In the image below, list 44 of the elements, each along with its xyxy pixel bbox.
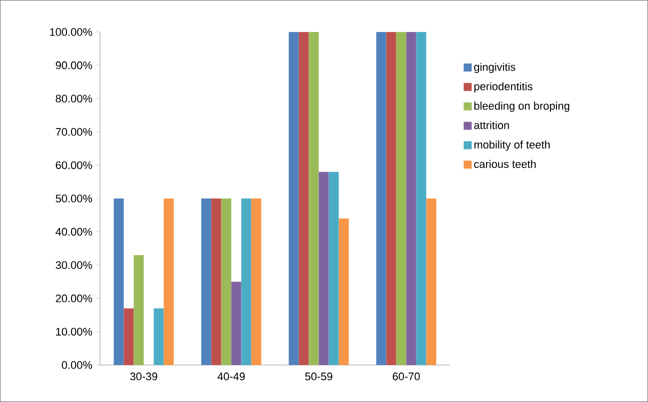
y-tick-label: 30.00% (56, 261, 92, 269)
y-tick-label: 70.00% (56, 128, 92, 136)
legend-label: mobility of teeth (474, 140, 550, 151)
x-tick-label: 30-39 (130, 372, 158, 380)
bar (376, 32, 386, 365)
bar (114, 198, 124, 365)
bar (338, 218, 349, 365)
bar (328, 172, 339, 365)
legend-label: bleeding on broping (474, 102, 570, 112)
y-tick-label: 100.00% (50, 28, 92, 36)
bar (308, 32, 319, 365)
legend-label: gingivitis (474, 62, 516, 74)
bar (318, 172, 329, 365)
y-tick-label: 50.00% (56, 194, 92, 202)
bar (221, 198, 232, 365)
y-tick-label: 40.00% (56, 228, 92, 236)
y-tick-label: 80.00% (56, 94, 92, 102)
bar (386, 32, 396, 365)
y-tick-label: 60.00% (56, 161, 92, 170)
legend-label: carious teeth (474, 160, 536, 168)
bar (211, 198, 222, 365)
bar (134, 255, 144, 365)
y-tick-label: 90.00% (56, 61, 92, 70)
y-tick-label: 10.00% (56, 328, 92, 336)
bar (241, 198, 252, 365)
bar (396, 32, 406, 365)
x-tick-label: 50-59 (305, 372, 332, 380)
bar (288, 32, 299, 365)
bar (406, 32, 416, 365)
bar (164, 198, 174, 365)
bar (154, 308, 164, 365)
bar (416, 32, 426, 365)
legend-label: attrition (474, 121, 509, 130)
bar (298, 32, 309, 365)
bar (124, 308, 134, 365)
y-tick-label: 0.00% (62, 361, 92, 369)
x-tick-label: 40-49 (217, 372, 245, 380)
legend-label: periodentitis (474, 82, 532, 92)
x-tick-label: 60-70 (392, 372, 420, 380)
y-tick-label: 20.00% (56, 294, 92, 302)
bar (251, 198, 262, 365)
bar (201, 198, 212, 365)
bar (231, 282, 242, 365)
bar (426, 198, 436, 365)
